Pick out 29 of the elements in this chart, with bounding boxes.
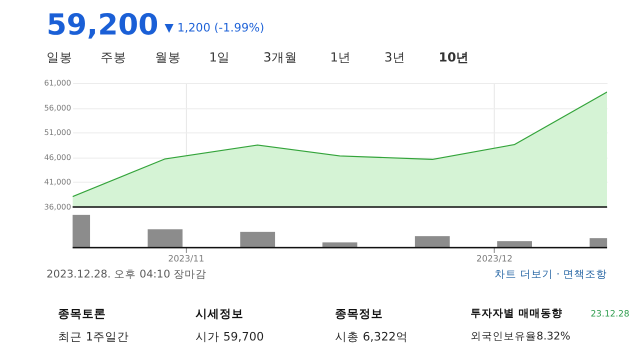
x-tick-label: 2023/12	[476, 254, 513, 265]
text: 3개월	[263, 50, 298, 65]
text: 외국인보유율8.32%	[470, 330, 570, 343]
y-tick-label: 36,000	[44, 202, 72, 212]
text: 59,200	[46, 8, 159, 42]
text: 10년	[438, 50, 470, 65]
text: 종목토론	[58, 306, 106, 320]
text: 23.12.28	[590, 309, 630, 320]
text: 시총 6,322억	[335, 330, 408, 344]
x-tick-label: 2023/11	[168, 254, 204, 265]
y-tick-label: 46,000	[44, 152, 72, 162]
text: ▼ 1,200 (-1.99%)	[164, 20, 264, 35]
text: 최근 1주일간	[58, 330, 130, 344]
text: 시세정보	[196, 306, 244, 320]
text: 1일	[209, 50, 230, 65]
y-tick-label: 51,000	[44, 128, 72, 138]
text: 2023.12.28. 오후 04:10 장마감	[46, 268, 207, 281]
text: 종목정보	[335, 306, 384, 320]
y-tick-label: 56,000	[44, 103, 72, 112]
text: 투자자별 매매동향	[470, 306, 562, 320]
text: 일봉	[46, 50, 72, 65]
text: 차트 더보기 · 면책조항	[494, 268, 608, 281]
text: 주봉	[100, 50, 127, 65]
text: 시가 59,700	[196, 330, 264, 344]
text: 3년	[384, 50, 406, 65]
y-tick-label: 61,000	[44, 78, 72, 88]
text: 1년	[330, 50, 352, 65]
text: 월봉	[154, 50, 181, 65]
y-tick-label: 41,000	[44, 178, 72, 187]
